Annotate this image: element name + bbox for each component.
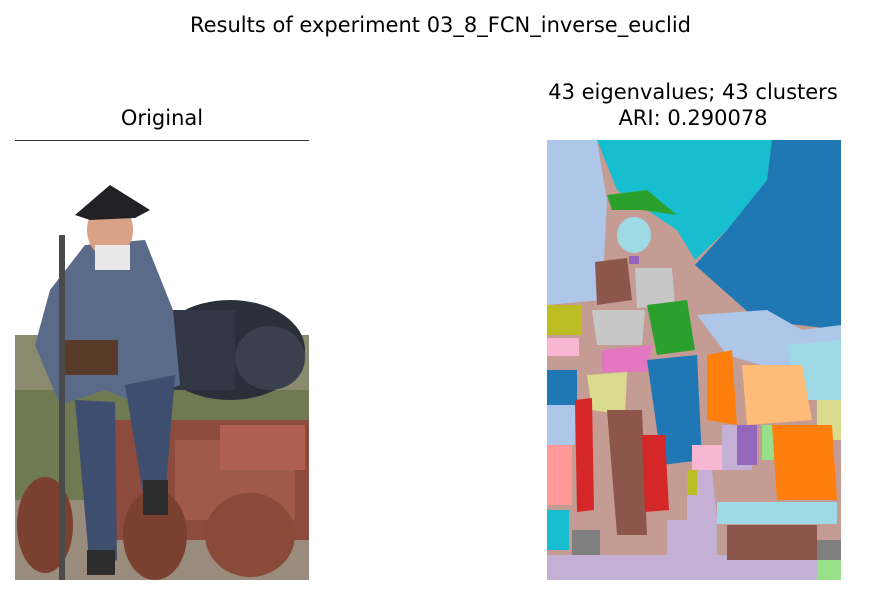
segmentation-title-line2: ARI: 0.290078 xyxy=(618,106,768,130)
segmentation-title-line1: 43 eigenvalues; 43 clusters xyxy=(548,80,838,104)
original-image xyxy=(15,140,309,580)
segmentation-panel-title: 43 eigenvalues; 43 clusters ARI: 0.29007… xyxy=(493,79,881,131)
figure-suptitle: Results of experiment 03_8_FCN_inverse_e… xyxy=(189,13,691,37)
original-panel-title: Original xyxy=(120,106,204,130)
segmentation-image xyxy=(547,140,841,580)
